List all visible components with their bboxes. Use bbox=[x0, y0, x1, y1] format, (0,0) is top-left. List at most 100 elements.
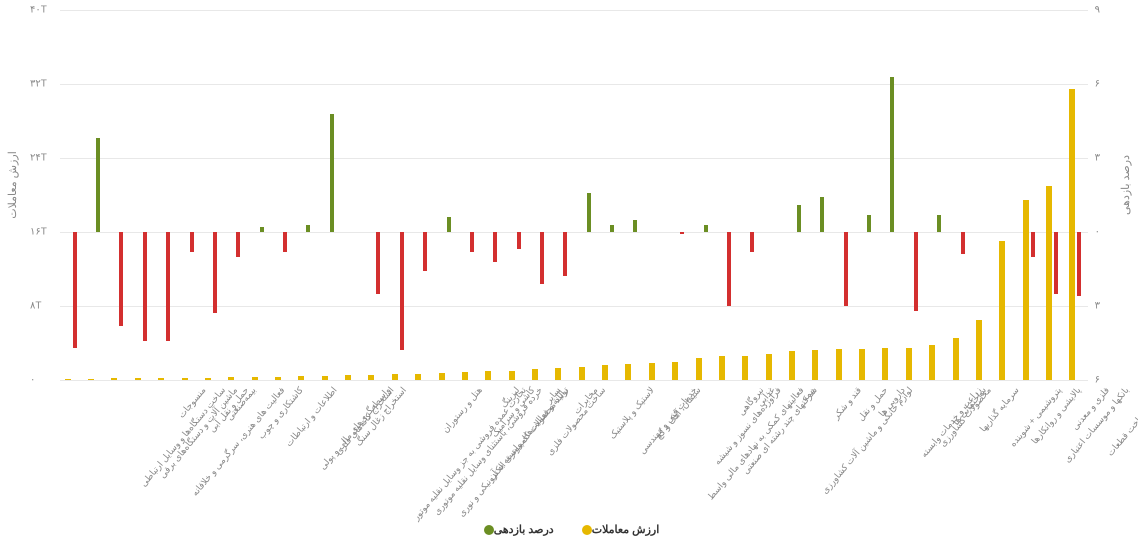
volume-bar bbox=[976, 320, 982, 380]
chart-container: ارزش معاملات درصد بازدهی خودرو و ساخت قط… bbox=[0, 0, 1138, 542]
left-axis-title: ارزش معاملات bbox=[6, 151, 19, 219]
yield-bar bbox=[1054, 232, 1058, 294]
yield-bar bbox=[400, 232, 404, 350]
y-tick-left: ۸T bbox=[30, 301, 58, 312]
x-tick-label: خرده فروشی، باستثنای وسایل نقلیه موتوری bbox=[432, 385, 546, 517]
yield-bar bbox=[143, 232, 147, 341]
yield-bar bbox=[704, 225, 708, 232]
volume-bar bbox=[1046, 186, 1052, 380]
volume-bar bbox=[742, 356, 748, 380]
volume-bar bbox=[158, 378, 164, 380]
yield-bar bbox=[563, 232, 567, 276]
yield-bar bbox=[330, 114, 334, 232]
legend-item-volume: ارزش معاملات bbox=[577, 523, 660, 536]
yield-bar bbox=[493, 232, 497, 262]
gridline bbox=[60, 10, 1088, 11]
volume-bar bbox=[275, 377, 281, 380]
legend-dot bbox=[582, 525, 592, 535]
yield-bar bbox=[844, 232, 848, 306]
volume-bar bbox=[929, 345, 935, 380]
volume-bar bbox=[602, 365, 608, 380]
volume-bar bbox=[182, 378, 188, 380]
volume-bar bbox=[345, 375, 351, 380]
volume-bar bbox=[509, 371, 515, 380]
y-tick-left: ۱۶T bbox=[30, 227, 58, 238]
y-tick-left: ۴۰T bbox=[30, 5, 58, 16]
y-tick-right: ۹ bbox=[1090, 5, 1100, 16]
x-tick-label: لاستیک و پلاستیک bbox=[607, 385, 657, 441]
volume-bar bbox=[579, 367, 585, 380]
yield-bar bbox=[447, 217, 451, 232]
volume-bar bbox=[392, 374, 398, 380]
yield-bar bbox=[376, 232, 380, 294]
volume-bar bbox=[135, 378, 141, 380]
y-tick-left: ۲۴T bbox=[30, 153, 58, 164]
yield-bar bbox=[190, 232, 194, 252]
y-tick-left: ۰ bbox=[30, 375, 58, 386]
yield-bar bbox=[1031, 232, 1035, 257]
x-tick-label: هتل و رستوران bbox=[440, 385, 485, 435]
gridline bbox=[60, 158, 1088, 159]
yield-bar bbox=[867, 215, 871, 232]
volume-bar bbox=[1023, 200, 1029, 380]
volume-bar bbox=[228, 377, 234, 380]
volume-bar bbox=[649, 363, 655, 380]
yield-bar bbox=[937, 215, 941, 232]
y-tick-right: ۶ bbox=[1090, 79, 1100, 90]
yield-bar bbox=[587, 193, 591, 232]
volume-bar bbox=[555, 368, 561, 380]
volume-bar bbox=[766, 354, 772, 380]
yield-bar bbox=[423, 232, 427, 271]
volume-bar bbox=[462, 372, 468, 380]
x-labels: خودرو و ساخت قطعاتفلزی و معدنیبانکها و م… bbox=[60, 385, 1088, 515]
volume-bar bbox=[906, 348, 912, 380]
volume-bar bbox=[439, 373, 445, 380]
yield-bar bbox=[517, 232, 521, 249]
legend-label: ارزش معاملات bbox=[592, 523, 660, 536]
volume-bar bbox=[415, 374, 421, 380]
yield-bar bbox=[1077, 232, 1081, 296]
volume-bar bbox=[672, 362, 678, 381]
yield-bar bbox=[961, 232, 965, 254]
volume-bar bbox=[205, 378, 211, 380]
volume-bar bbox=[789, 351, 795, 380]
volume-bar bbox=[111, 378, 117, 380]
volume-bar bbox=[88, 379, 94, 380]
legend: ارزش معاملات درصد بازدهی bbox=[0, 523, 1138, 536]
yield-bar bbox=[820, 197, 824, 232]
yield-bar bbox=[306, 225, 310, 232]
yield-bar bbox=[610, 225, 614, 232]
y-tick-right: ۶ bbox=[1090, 375, 1100, 386]
volume-bar bbox=[719, 356, 725, 380]
volume-bar bbox=[485, 371, 491, 380]
yield-bar bbox=[260, 227, 264, 232]
volume-bar bbox=[859, 349, 865, 380]
x-tick-label: زراعت و خدمات وابسته bbox=[919, 385, 984, 460]
yield-bar bbox=[750, 232, 754, 252]
yield-bar bbox=[727, 232, 731, 306]
volume-bar bbox=[812, 350, 818, 380]
y-tick-right: ۰ bbox=[1090, 227, 1100, 238]
gridline bbox=[60, 84, 1088, 85]
volume-bar bbox=[625, 364, 631, 380]
y-tick-right: ۳ bbox=[1090, 301, 1100, 312]
volume-bar bbox=[1069, 89, 1075, 380]
yield-bar bbox=[890, 77, 894, 232]
yield-bar bbox=[166, 232, 170, 341]
volume-bar bbox=[696, 358, 702, 380]
volume-bar bbox=[532, 369, 538, 380]
volume-bar bbox=[999, 241, 1005, 380]
volume-bar bbox=[368, 375, 374, 380]
plot-area bbox=[60, 10, 1088, 380]
volume-bar bbox=[65, 379, 71, 380]
volume-bar bbox=[252, 377, 258, 380]
yield-bar bbox=[236, 232, 240, 257]
legend-label: درصد بازدهی bbox=[494, 523, 554, 536]
yield-bar bbox=[73, 232, 77, 348]
yield-bar bbox=[540, 232, 544, 284]
yield-bar bbox=[119, 232, 123, 326]
volume-bar bbox=[882, 348, 888, 380]
legend-dot bbox=[484, 525, 494, 535]
yield-bar bbox=[797, 205, 801, 232]
yield-bar bbox=[213, 232, 217, 313]
